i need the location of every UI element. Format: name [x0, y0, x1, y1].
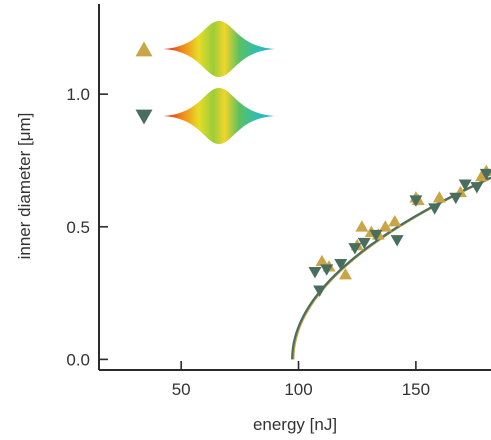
- legend-icon-lower: [163, 88, 275, 144]
- x-ticks: 50 100 150: [172, 361, 430, 399]
- triangle-up-point: [338, 268, 352, 280]
- y-tick-label: 0.5: [66, 218, 90, 237]
- y-tick-label: 0.0: [66, 350, 90, 369]
- triangle-up-point: [378, 220, 392, 232]
- fit-curves: [291, 176, 491, 360]
- triangle-down-point: [320, 264, 334, 276]
- triangle-down-point: [313, 285, 327, 297]
- triangle-up-point: [432, 191, 446, 203]
- y-tick-label: 1.0: [66, 85, 90, 104]
- triangle-down-point: [357, 237, 371, 250]
- triangle-down-point: [479, 168, 491, 181]
- triangle-down-point: [458, 179, 472, 191]
- triangle-down-point: [428, 203, 442, 215]
- triangle-down-point: [348, 243, 362, 255]
- plot-frame: [98, 4, 491, 371]
- legend-triangle-down-marker: [135, 109, 153, 125]
- triangle-down-point: [334, 259, 348, 271]
- legend: [135, 21, 275, 144]
- x-tick-label: 50: [172, 380, 191, 399]
- x-axis-label: energy [nJ]: [253, 415, 337, 434]
- triangle-down-point: [409, 195, 423, 207]
- cone-profile-icon: [163, 21, 275, 77]
- triangle-down-point: [449, 192, 463, 205]
- legend-icon-upper: [163, 21, 275, 77]
- fit-curve: [291, 176, 491, 360]
- data-markers: [308, 164, 491, 297]
- triangle-up-point: [315, 254, 329, 267]
- triangle-down-point: [369, 229, 383, 242]
- triangle-up-point: [355, 220, 369, 232]
- triangle-down-point: [308, 266, 322, 279]
- triangle-down-point: [470, 182, 484, 194]
- x-tick-label: 150: [402, 380, 430, 399]
- legend-triangle-up-marker: [135, 41, 153, 57]
- x-tick-label: 100: [284, 380, 312, 399]
- cone-profile-icon: [163, 88, 275, 144]
- triangle-down-point: [390, 235, 404, 247]
- legend-markers: [135, 41, 153, 125]
- y-axis-label: inner diameter [μm]: [15, 113, 34, 260]
- y-ticks: 0.0 0.5 1.0: [66, 85, 108, 369]
- triangle-up-point: [388, 214, 402, 227]
